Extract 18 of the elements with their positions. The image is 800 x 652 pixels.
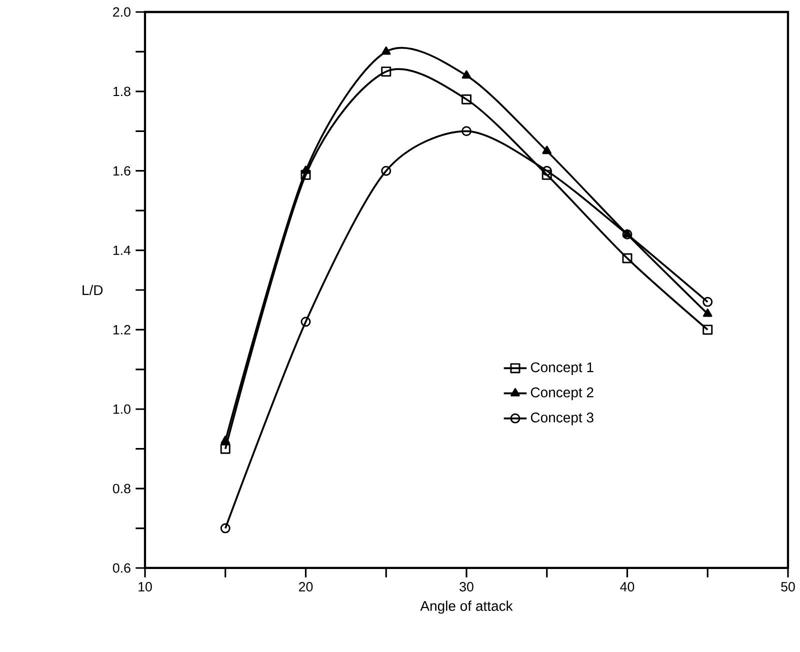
legend-label: Concept 2 [530, 387, 594, 400]
y-tick-label: 0.6 [112, 563, 130, 573]
y-tick-label: 1.2 [113, 325, 130, 334]
x-tick-label: 20 [299, 582, 313, 592]
y-tick-label: 0.8 [112, 484, 130, 494]
x-tick-label: 10 [138, 582, 152, 592]
y-tick-label: 1.6 [113, 166, 130, 176]
y-tick-label: 1.0 [113, 404, 130, 414]
x-axis-title: Angle of attack [420, 600, 513, 614]
legend-label: Concept 1 [530, 362, 594, 375]
x-tick-label: 30 [460, 582, 474, 592]
legend-label: Concept 3 [530, 412, 594, 426]
y-tick-label: 2.0 [113, 7, 130, 17]
y-tick-label: 1.8 [113, 86, 130, 96]
y-axis-title: L/D [82, 284, 103, 296]
x-tick-label: 40 [620, 582, 634, 592]
x-tick-label: 50 [781, 582, 795, 592]
y-tick-label: 1.4 [113, 246, 131, 255]
